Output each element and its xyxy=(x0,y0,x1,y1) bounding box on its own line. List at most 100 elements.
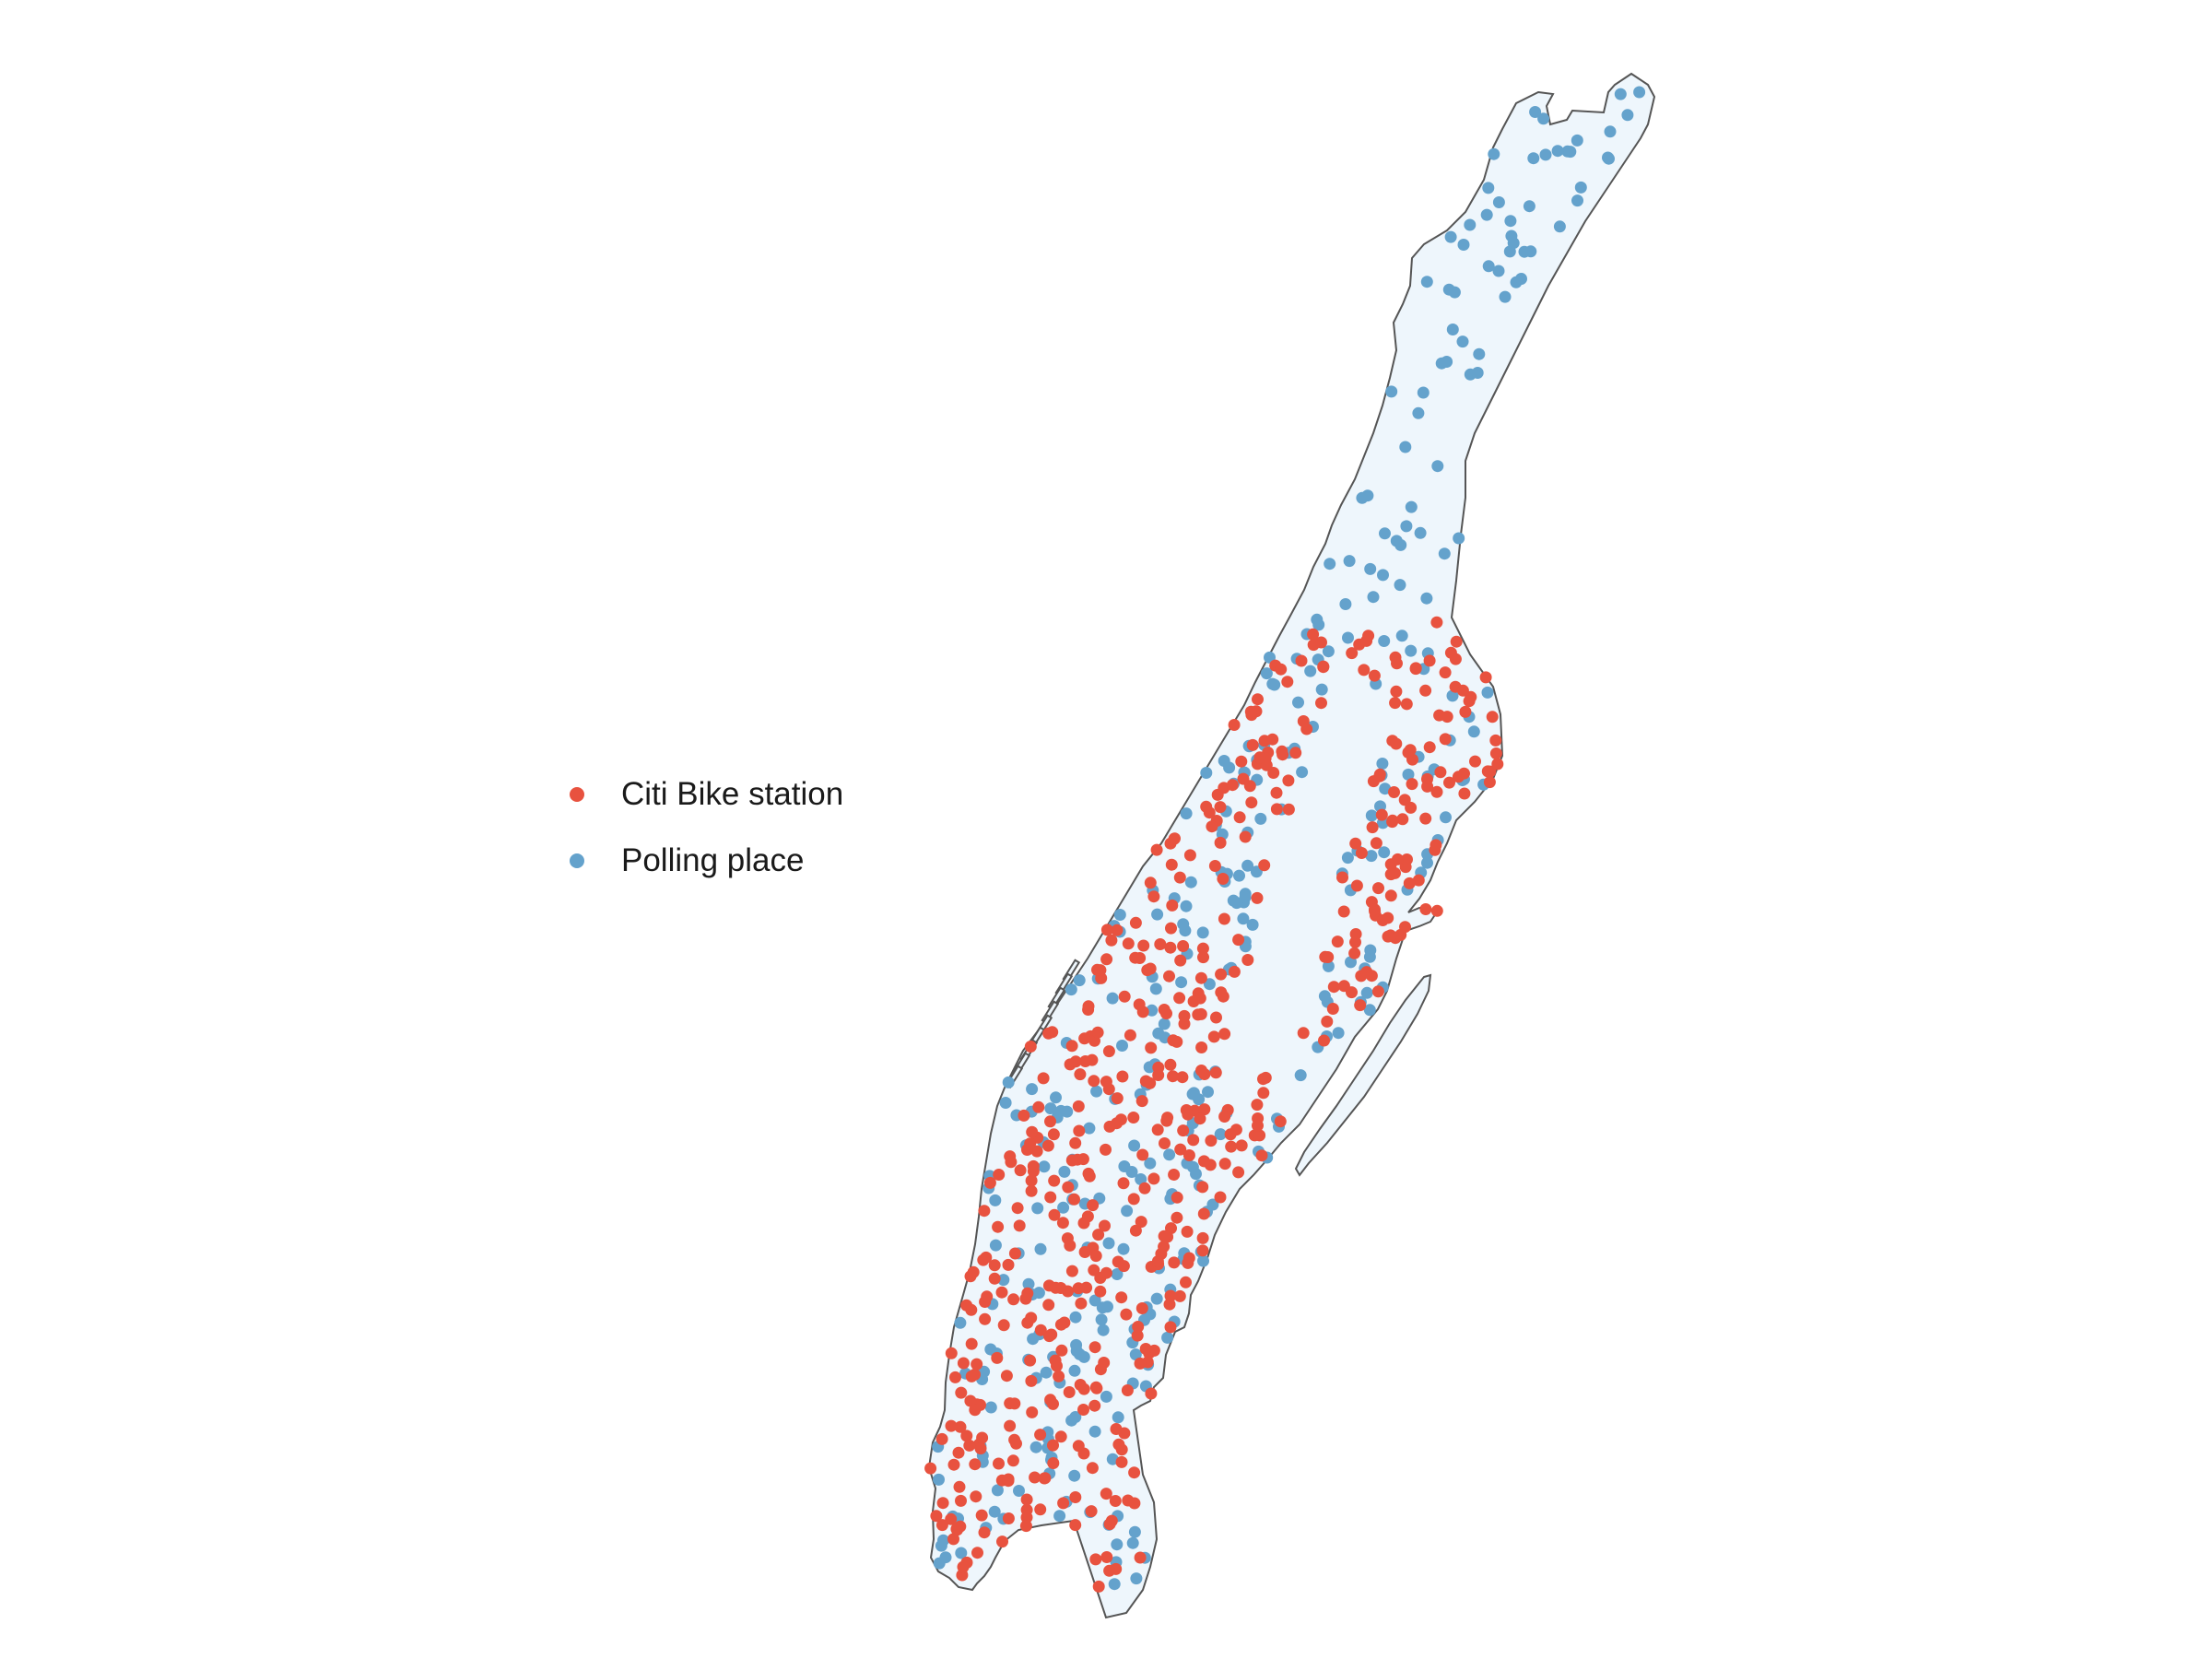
polling-place-marker xyxy=(1440,811,1452,824)
citi-bike-marker xyxy=(1057,1497,1070,1510)
polling-place-marker xyxy=(1144,1157,1157,1170)
polling-place-marker xyxy=(1571,134,1583,147)
citi-bike-marker xyxy=(1218,912,1230,925)
citi-bike-marker xyxy=(1088,1399,1101,1412)
citi-bike-marker xyxy=(1196,1181,1209,1194)
citi-bike-marker xyxy=(1187,995,1200,1007)
citi-bike-marker xyxy=(1258,859,1271,872)
polling-place-marker xyxy=(1111,1268,1124,1280)
citi-bike-marker xyxy=(1134,1357,1147,1370)
citi-bike-marker xyxy=(1069,1491,1082,1503)
citi-bike-marker xyxy=(1423,741,1436,754)
citi-bike-marker xyxy=(979,1312,992,1325)
citi-bike-marker xyxy=(1047,1457,1060,1469)
polling-place-marker xyxy=(1175,976,1188,989)
citi-bike-marker xyxy=(1206,820,1218,833)
polling-place-marker xyxy=(1013,1485,1025,1497)
polling-place-marker xyxy=(1604,125,1617,138)
citi-bike-marker xyxy=(1034,1503,1047,1516)
citi-bike-marker xyxy=(1135,1095,1148,1108)
citi-bike-marker xyxy=(1129,916,1142,929)
citi-bike-marker xyxy=(1168,1256,1181,1269)
citi-bike-marker xyxy=(945,1347,958,1359)
polling-place-marker xyxy=(1111,1538,1124,1551)
citi-bike-marker xyxy=(1002,1473,1015,1486)
citi-bike-marker xyxy=(1134,1551,1147,1564)
citi-bike-marker xyxy=(1044,1115,1056,1128)
citi-bike-marker xyxy=(1367,775,1380,788)
citi-bike-marker xyxy=(1226,779,1239,792)
polling-place-marker xyxy=(997,1274,1010,1287)
citi-bike-marker xyxy=(1100,1266,1112,1279)
polling-place-marker xyxy=(1482,260,1495,273)
polling-place-marker xyxy=(1414,526,1427,539)
citi-bike-marker xyxy=(1110,1423,1123,1435)
citi-bike-marker xyxy=(1160,1007,1172,1020)
polling-place-marker xyxy=(1186,1088,1199,1100)
citi-bike-marker xyxy=(1376,914,1389,926)
citi-bike-marker xyxy=(1124,1029,1136,1041)
citi-bike-marker xyxy=(1068,1193,1080,1206)
citi-bike-marker xyxy=(960,1430,973,1442)
polling-place-marker xyxy=(1405,644,1418,657)
citi-bike-marker xyxy=(969,1458,982,1471)
citi-bike-marker xyxy=(1144,877,1157,889)
citi-bike-marker xyxy=(1065,1154,1078,1167)
citi-bike-marker xyxy=(936,1497,949,1510)
citi-bike-marker xyxy=(1063,1386,1076,1398)
citi-bike-marker xyxy=(1129,951,1142,964)
polling-place-marker xyxy=(1090,1085,1103,1098)
polling-place-marker xyxy=(1527,152,1540,165)
citi-bike-marker xyxy=(1072,1440,1085,1453)
polling-place-marker xyxy=(1379,527,1391,540)
polling-place-marker xyxy=(1453,532,1465,545)
citi-bike-marker xyxy=(1218,1158,1231,1171)
polling-place-marker xyxy=(1364,562,1377,575)
citi-bike-marker xyxy=(1419,684,1432,697)
citi-bike-marker xyxy=(1048,1208,1061,1221)
citi-bike-marker xyxy=(1158,1241,1171,1253)
polling-place-marker xyxy=(1129,1348,1142,1361)
polling-place-marker xyxy=(1341,852,1354,865)
polling-place-marker xyxy=(1376,758,1389,770)
polling-place-marker xyxy=(1332,1027,1345,1040)
citi-bike-marker xyxy=(1167,1070,1179,1083)
citi-bike-marker xyxy=(1253,1129,1266,1142)
polling-place-marker xyxy=(1294,1069,1307,1082)
citi-bike-marker xyxy=(1386,816,1399,829)
citi-bike-marker xyxy=(995,1286,1008,1299)
citi-bike-marker xyxy=(1251,1099,1264,1112)
legend-item-polling-place: Polling place xyxy=(553,842,843,878)
polling-place-marker xyxy=(1361,489,1374,502)
citi-bike-marker xyxy=(1055,1344,1068,1357)
citi-bike-marker xyxy=(1011,1202,1024,1215)
citi-bike-marker xyxy=(1002,1512,1015,1524)
citi-bike-marker xyxy=(1182,1256,1194,1269)
citi-bike-marker xyxy=(1182,1108,1194,1121)
citi-bike-marker xyxy=(1160,1114,1173,1127)
citi-bike-marker xyxy=(1065,1040,1078,1053)
citi-bike-marker xyxy=(1020,1511,1033,1524)
polling-place-marker xyxy=(1065,983,1077,996)
citi-bike-marker xyxy=(1010,1437,1022,1450)
citi-bike-marker xyxy=(1350,879,1363,892)
citi-bike-marker xyxy=(1092,1229,1105,1241)
citi-bike-marker xyxy=(1187,1134,1200,1147)
citi-bike-marker xyxy=(1232,1166,1245,1179)
citi-bike-marker xyxy=(1317,660,1330,673)
polling-place-marker xyxy=(1102,1237,1115,1250)
citi-bike-marker xyxy=(1117,1260,1130,1273)
polling-place-marker xyxy=(1116,1040,1128,1052)
citi-bike-marker xyxy=(1103,1518,1116,1531)
polling-place-marker xyxy=(1399,441,1412,453)
polling-place-marker xyxy=(1031,1202,1044,1215)
citi-bike-marker xyxy=(1077,1217,1090,1230)
citi-bike-marker xyxy=(1007,1293,1020,1306)
polling-place-marker xyxy=(1456,335,1469,348)
polling-place-marker xyxy=(1518,245,1531,258)
citi-bike-marker xyxy=(1430,904,1443,917)
polling-place-marker xyxy=(1126,1536,1139,1549)
citi-bike-marker xyxy=(949,1371,961,1383)
citi-bike-marker xyxy=(1048,1174,1061,1187)
